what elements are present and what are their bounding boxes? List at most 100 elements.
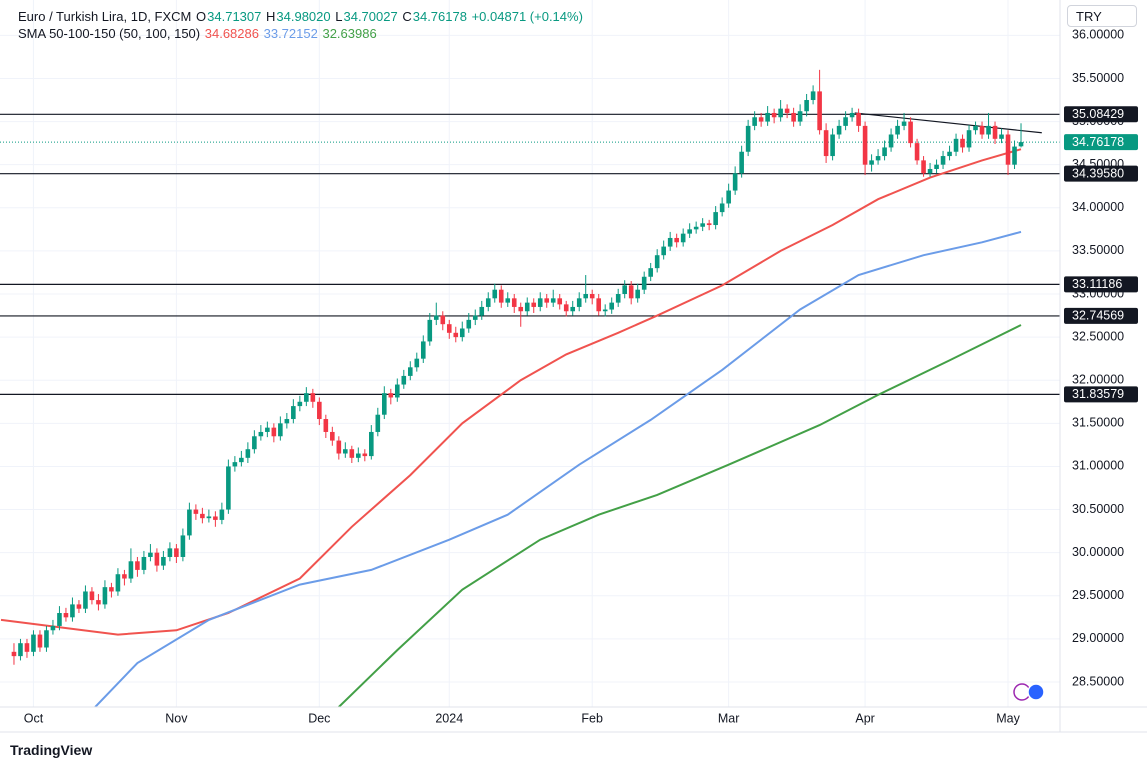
candle-body — [89, 591, 95, 601]
candle-body — [934, 164, 939, 169]
l-value: 34.70027 — [343, 9, 398, 24]
candle-body — [317, 401, 322, 420]
candle-body — [414, 358, 420, 368]
candle-body — [524, 302, 530, 312]
y-tick-label: 29.00000 — [1072, 631, 1124, 645]
last-price-box — [1064, 134, 1138, 151]
candle-body — [271, 427, 277, 437]
candle-body — [187, 509, 192, 536]
currency-button[interactable]: TRY — [1067, 5, 1137, 27]
y-tick-label: 36.00000 — [1072, 28, 1124, 42]
candle-body — [135, 561, 140, 570]
last-price-label: 34.76178 — [1072, 135, 1124, 149]
candle-body — [726, 190, 731, 204]
candle-body — [83, 591, 88, 609]
level-label-box — [1064, 307, 1138, 324]
x-tick-label: Feb — [581, 711, 603, 725]
candle-body — [258, 431, 264, 437]
trend-line — [854, 112, 1042, 134]
x-tick-label: Mar — [718, 711, 740, 725]
ohlc-legend: Euro / Turkish Lira, 1D, FXCM O34.71307 … — [18, 9, 584, 24]
candle-body — [180, 535, 186, 557]
candle-body — [323, 419, 329, 432]
candle-body — [161, 556, 166, 566]
candle-body — [174, 548, 179, 557]
y-tick-label: 31.00000 — [1072, 459, 1124, 473]
candle-body — [979, 125, 985, 135]
candle-body — [485, 298, 491, 307]
candle-body — [927, 168, 933, 174]
candle-body — [921, 160, 926, 174]
candle-body — [349, 449, 355, 458]
candle-body — [537, 298, 543, 307]
level-label: 33.11186 — [1072, 277, 1122, 291]
candle-body — [940, 156, 946, 165]
candle-body — [687, 229, 692, 234]
candle-body — [576, 298, 582, 307]
x-tick-label: 2024 — [435, 711, 463, 725]
candle-body — [420, 341, 426, 359]
candle-body — [401, 375, 407, 385]
candle-body — [330, 431, 335, 441]
candle-body — [609, 302, 615, 310]
x-tick-label: Oct — [24, 711, 44, 725]
y-tick-label: 33.50000 — [1072, 243, 1124, 257]
candle-body — [76, 604, 82, 609]
candle-body — [628, 285, 634, 299]
candle-body — [213, 516, 218, 520]
candle-body — [680, 233, 686, 243]
candle-body — [700, 223, 705, 227]
candle-body — [778, 108, 783, 118]
level-label-box — [1064, 386, 1138, 403]
level-label-box — [1064, 106, 1138, 123]
level-label: 32.74569 — [1072, 309, 1124, 323]
candle-body — [57, 613, 62, 626]
candle-body — [193, 509, 199, 514]
candle-body — [674, 237, 679, 243]
candle-body — [719, 203, 725, 213]
candle-body — [615, 294, 621, 303]
candle-body — [141, 556, 147, 570]
symbol: Euro / Turkish Lira, 1D, FXCM — [18, 9, 192, 24]
candle-body — [219, 509, 225, 520]
candle-body — [343, 449, 348, 454]
candle-body — [713, 212, 718, 226]
change: +0.04871 (+0.14%) — [471, 9, 583, 24]
candle-body — [394, 384, 400, 398]
sma-title: SMA 50-100-150 (50, 100, 150) — [18, 26, 201, 41]
candle-body — [96, 600, 101, 605]
candle-body — [148, 552, 153, 557]
candle-body — [362, 453, 368, 457]
candle-body — [641, 276, 647, 290]
candle-body — [654, 255, 660, 269]
candle-body — [206, 516, 212, 519]
candle-body — [908, 121, 913, 144]
candle-body — [1012, 146, 1017, 165]
level-label-box — [1064, 276, 1138, 293]
plot — [0, 0, 1060, 707]
candle-body — [544, 298, 550, 303]
candle-body — [440, 315, 446, 325]
candle-body — [596, 298, 602, 312]
candle-body — [102, 587, 108, 605]
candle-body — [888, 134, 894, 148]
candle-body — [966, 130, 972, 148]
candle-body — [693, 226, 699, 230]
candle-body — [382, 393, 387, 415]
candle-body — [11, 651, 17, 657]
sma-value: 33.72152 — [263, 26, 318, 41]
candle-body — [167, 548, 173, 557]
candle-body — [446, 324, 452, 333]
candle-body — [407, 367, 413, 376]
candle-body — [732, 173, 738, 191]
sma-value: 34.68286 — [204, 26, 259, 41]
candle-body — [849, 112, 855, 118]
candle-body — [505, 298, 511, 303]
candle-body — [986, 125, 991, 135]
sma-value: 32.63986 — [322, 26, 377, 41]
candle-body — [1005, 134, 1011, 165]
candle-body — [882, 147, 887, 157]
y-tick-label: 34.00000 — [1072, 200, 1124, 214]
candle-body — [466, 319, 472, 329]
candle-body — [661, 246, 666, 256]
